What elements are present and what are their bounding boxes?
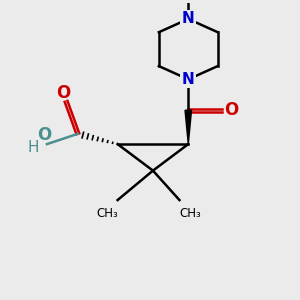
- Text: H: H: [28, 140, 39, 154]
- Text: O: O: [224, 101, 238, 119]
- Text: CH₃: CH₃: [96, 207, 118, 220]
- Text: CH₃: CH₃: [179, 207, 201, 220]
- Text: N: N: [182, 11, 195, 26]
- Polygon shape: [185, 110, 191, 144]
- Text: O: O: [37, 126, 51, 144]
- Text: N: N: [182, 72, 195, 87]
- Text: O: O: [56, 84, 70, 102]
